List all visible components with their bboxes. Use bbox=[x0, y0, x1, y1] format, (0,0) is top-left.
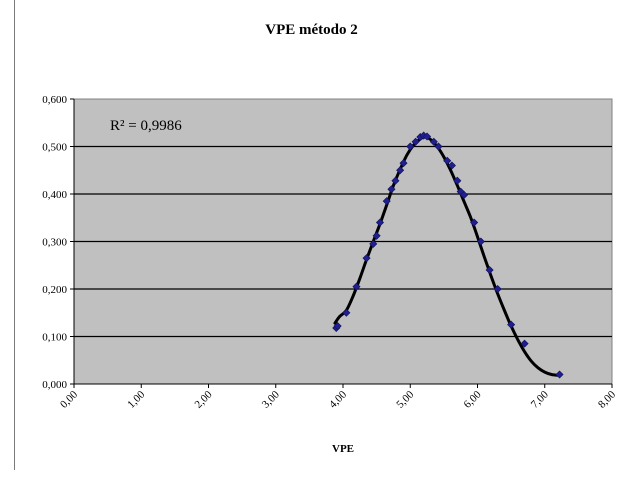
data-point bbox=[423, 132, 432, 141]
data-point bbox=[387, 185, 396, 194]
x-tick-label: 5,00 bbox=[394, 388, 416, 410]
data-point bbox=[342, 308, 351, 317]
data-point bbox=[520, 339, 529, 348]
data-point bbox=[470, 218, 479, 227]
r-squared-annotation: R² = 0,9986 bbox=[110, 118, 182, 134]
data-point bbox=[493, 284, 502, 294]
chart-title: VPE método 2 bbox=[265, 22, 358, 38]
data-point bbox=[443, 156, 452, 165]
data-point bbox=[352, 282, 361, 291]
data-point bbox=[399, 159, 408, 168]
data-point bbox=[453, 176, 462, 185]
data-point bbox=[447, 161, 456, 170]
trendline bbox=[333, 135, 562, 377]
data-point bbox=[369, 239, 378, 248]
data-point bbox=[460, 190, 469, 199]
data-point bbox=[382, 197, 391, 206]
data-point bbox=[375, 218, 385, 227]
data-point bbox=[372, 231, 381, 240]
x-axis-label: VPE bbox=[332, 443, 354, 455]
data-point bbox=[333, 322, 342, 331]
data-point bbox=[434, 142, 443, 151]
y-tick-label: 0,400 bbox=[42, 189, 67, 201]
x-tick-label: 8,00 bbox=[596, 388, 618, 410]
y-tick-label: 0,500 bbox=[42, 142, 67, 154]
data-point bbox=[406, 142, 415, 151]
x-tick-label: 1,00 bbox=[125, 388, 147, 410]
y-tick-label: 0,200 bbox=[42, 284, 67, 296]
data-point bbox=[429, 137, 438, 146]
x-tick-label: 4,00 bbox=[327, 388, 349, 410]
y-tick-label: 0,100 bbox=[42, 332, 67, 344]
frame-border-line bbox=[14, 0, 15, 470]
data-point bbox=[391, 176, 400, 185]
y-tick-label: 0,300 bbox=[42, 237, 67, 249]
x-tick-label: 3,00 bbox=[260, 388, 282, 410]
x-tick-label: 0,00 bbox=[58, 388, 80, 410]
y-tick-label: 0,000 bbox=[42, 379, 67, 391]
y-tick-label: 0,600 bbox=[42, 94, 67, 106]
data-point bbox=[476, 237, 485, 246]
data-point bbox=[555, 370, 564, 379]
data-point bbox=[396, 166, 405, 175]
x-tick-label: 6,00 bbox=[462, 388, 484, 410]
data-point bbox=[411, 137, 420, 146]
x-tick-label: 7,00 bbox=[529, 388, 551, 410]
data-point bbox=[507, 320, 516, 329]
x-tick-label: 2,00 bbox=[193, 388, 215, 410]
data-point bbox=[485, 265, 494, 275]
data-point bbox=[362, 254, 371, 263]
